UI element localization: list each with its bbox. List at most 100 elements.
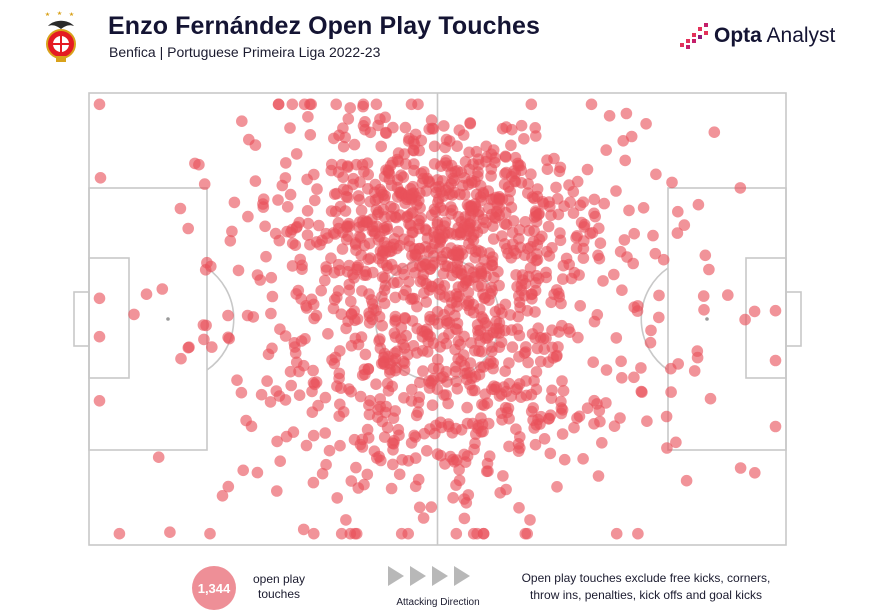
- touch-point: [350, 158, 363, 171]
- touch-point: [672, 205, 684, 218]
- touch-point: [284, 122, 296, 134]
- touch-point: [479, 388, 492, 401]
- touch-point: [483, 450, 496, 463]
- touch-point: [650, 168, 662, 181]
- right-penalty-arc: [640, 267, 669, 371]
- touch-point: [615, 355, 627, 368]
- touch-point: [556, 428, 569, 440]
- touch-point: [457, 280, 469, 292]
- touch-point: [557, 385, 570, 397]
- touch-point: [333, 410, 346, 422]
- touch-point: [326, 354, 338, 366]
- touch-point: [600, 364, 613, 376]
- touch-point: [497, 470, 509, 482]
- touch-point: [575, 216, 588, 229]
- touch-point: [476, 280, 488, 292]
- touch-point: [542, 220, 555, 233]
- touch-point: [156, 283, 169, 295]
- touch-point: [473, 368, 486, 381]
- touch-point: [412, 473, 425, 486]
- touch-point: [408, 429, 421, 442]
- footnote: Open play touches exclude free kicks, co…: [521, 571, 771, 602]
- touch-point: [372, 119, 384, 132]
- touch-point: [515, 391, 527, 404]
- touch-point: [649, 247, 662, 260]
- touch-point: [336, 243, 349, 255]
- touch-point: [301, 205, 314, 217]
- touch-point: [458, 172, 471, 184]
- touch-point: [500, 483, 512, 496]
- touch-point: [424, 423, 436, 435]
- touch-point: [453, 474, 466, 487]
- touch-point: [290, 148, 303, 160]
- touch-point: [469, 252, 482, 264]
- touch-point: [316, 467, 329, 480]
- touch-point: [381, 377, 394, 390]
- touch-point: [370, 98, 383, 111]
- chart-subtitle: Benfica | Portuguese Primeira Liga 2022-…: [109, 44, 381, 60]
- touch-point: [458, 493, 471, 505]
- touch-point: [260, 250, 272, 263]
- play-arrow-icon: [454, 566, 470, 586]
- touch-point: [550, 181, 562, 194]
- touch-point: [454, 338, 467, 351]
- touch-point: [408, 164, 420, 177]
- touch-point: [524, 262, 537, 274]
- touch-point: [325, 164, 338, 177]
- touch-point: [296, 263, 308, 275]
- touch-point: [344, 527, 357, 540]
- touch-point: [574, 300, 586, 312]
- touch-point: [360, 215, 372, 227]
- touch-point: [489, 306, 502, 318]
- touch-point: [529, 122, 541, 134]
- touch-point: [557, 259, 570, 272]
- touch-point: [93, 330, 106, 343]
- touch-point: [152, 451, 165, 464]
- touch-point: [286, 98, 299, 111]
- touch-point: [469, 271, 482, 283]
- touch-point: [482, 465, 494, 478]
- touch-point: [306, 406, 319, 419]
- touch-point: [571, 412, 583, 424]
- touch-point: [502, 194, 515, 206]
- touch-point: [734, 182, 747, 194]
- touch-point: [276, 179, 289, 192]
- touch-point: [450, 375, 463, 388]
- touch-point: [335, 308, 348, 320]
- touch-point: [474, 303, 486, 315]
- touch-point: [323, 444, 336, 457]
- touch-point: [487, 220, 499, 232]
- touch-point: [382, 164, 395, 177]
- touch-point: [204, 527, 216, 540]
- touch-point: [389, 347, 401, 359]
- touch-point: [769, 354, 782, 367]
- touch-point: [399, 121, 412, 134]
- touch-point: [603, 110, 616, 122]
- touch-point: [594, 237, 607, 249]
- touch-point: [463, 295, 475, 308]
- touch-point: [522, 178, 534, 190]
- touch-point: [421, 346, 434, 358]
- touch-point: [535, 410, 547, 423]
- touch-point: [417, 512, 430, 524]
- touch-point: [635, 362, 647, 374]
- touch-point: [206, 341, 218, 353]
- touch-point: [567, 207, 580, 219]
- touch-point: [477, 527, 490, 540]
- touch-point: [525, 168, 537, 180]
- touch-point: [183, 341, 195, 353]
- touch-point: [528, 375, 540, 387]
- touch-point: [205, 260, 217, 273]
- touch-point: [381, 421, 394, 434]
- touch-point: [555, 407, 568, 420]
- touch-point: [453, 124, 466, 136]
- touch-point: [355, 204, 368, 217]
- touch-point: [636, 386, 648, 398]
- touch-point: [372, 234, 385, 246]
- touch-point: [570, 231, 582, 244]
- touch-point: [390, 264, 402, 276]
- touch-point: [319, 427, 331, 439]
- opta-analyst-logo: Opta Analyst: [678, 20, 835, 52]
- touch-point: [343, 278, 356, 291]
- touch-point: [411, 347, 423, 359]
